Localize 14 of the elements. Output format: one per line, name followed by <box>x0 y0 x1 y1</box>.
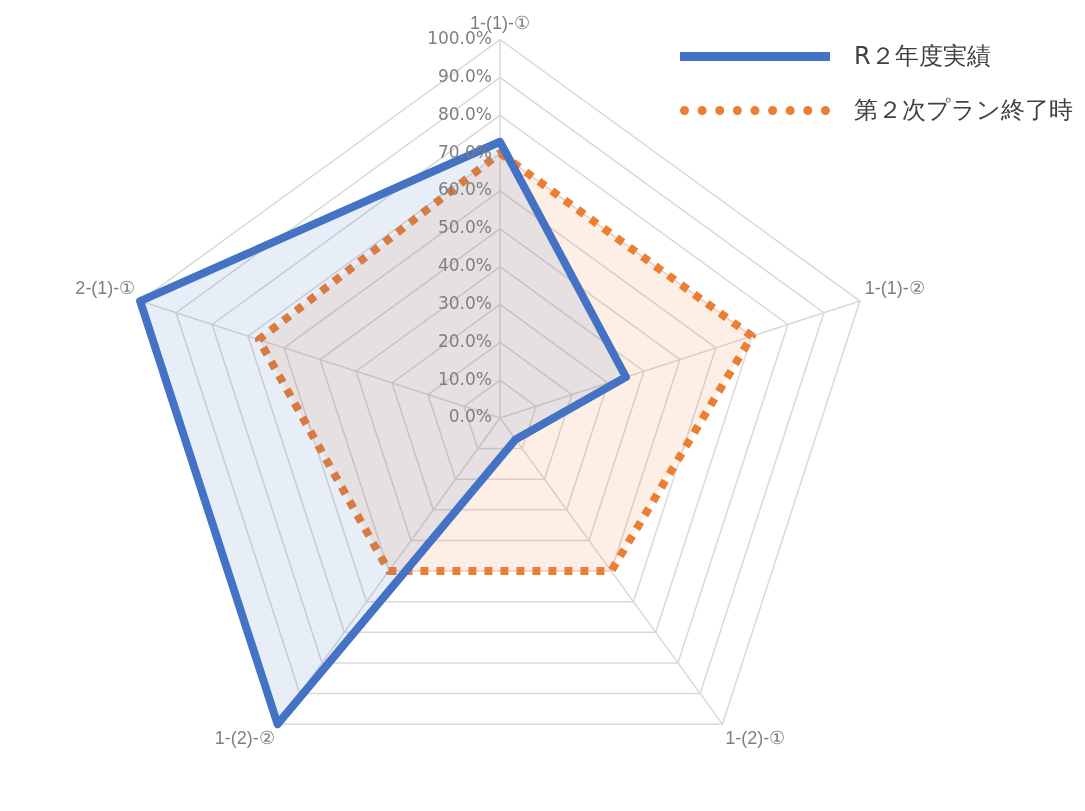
spoke-label: 2-(1)-① <box>75 277 136 298</box>
y-tick-label: 40.0% <box>437 255 492 276</box>
spoke-label: 1-(1)-② <box>864 277 925 298</box>
y-tick-label: 0.0% <box>448 406 492 427</box>
y-tick-label: 90.0% <box>437 65 492 86</box>
spoke-label: 1-(2)-① <box>725 727 786 748</box>
text: 第２次プラン終了時 <box>854 95 1073 126</box>
spoke-label: 1-(2)-② <box>214 727 275 748</box>
y-tick-label: 50.0% <box>437 217 492 238</box>
y-tick-label: 20.0% <box>437 330 492 351</box>
y-tick-label: 10.0% <box>437 368 492 389</box>
y-tick-label: 30.0% <box>437 292 492 313</box>
y-tick-label: 80.0% <box>437 103 492 124</box>
text: R２年度実績 <box>854 41 991 72</box>
